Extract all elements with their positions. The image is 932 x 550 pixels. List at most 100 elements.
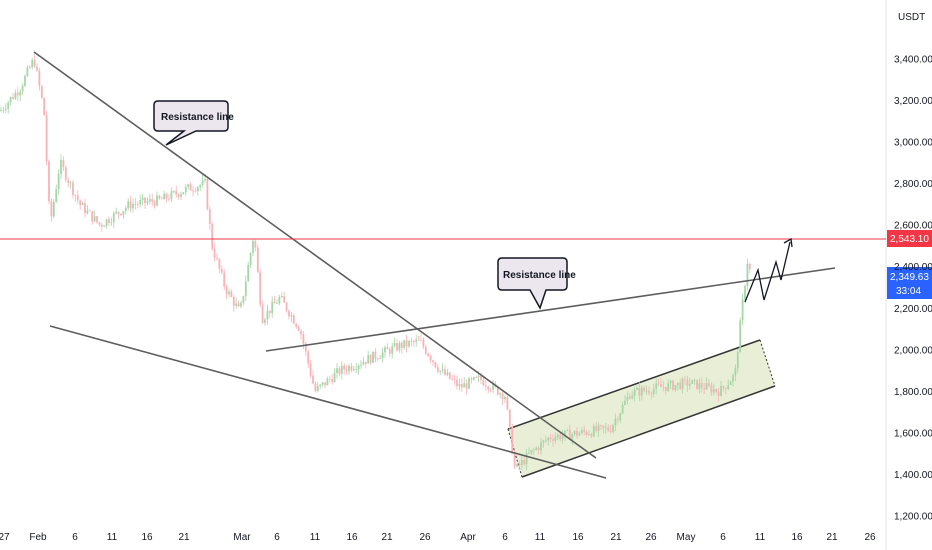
candle-body [2,109,5,111]
candle-body [393,343,396,347]
candle-body [14,92,17,99]
candle-body [465,383,468,389]
candle-body [698,382,701,390]
candle-body [638,388,641,396]
candle-body [710,385,713,393]
candle-body [439,370,442,372]
candle-body [720,386,722,397]
candle-body [324,382,326,386]
time-tick-label: 27 [0,532,10,543]
candle-body [189,184,192,191]
time-tick-label: 16 [791,532,803,543]
candle-body [681,379,684,390]
candle-body [148,199,151,202]
candle-body [477,375,480,378]
candle-body [283,296,286,303]
candle-body [199,185,202,188]
candle-body [705,383,708,390]
resistance-level-label: 2,543.10 [890,234,929,245]
candle-body [398,342,401,351]
candle-body [400,342,403,348]
candle-body [304,343,307,352]
candle-body [336,368,338,373]
countdown-label: 33:04 [896,286,921,297]
candle-body [240,302,242,307]
candle-body [196,187,199,192]
price-tick-label: 1,200.00 [894,512,932,523]
candle-body [316,386,319,392]
candle-body [693,379,696,381]
candle-body [381,352,384,359]
candle-body [12,97,14,99]
candle-body [667,383,670,391]
candle-body [271,301,274,314]
candle-body [640,387,643,396]
time-tick-label: May [677,532,696,543]
candle-body [144,197,146,203]
candle-body [163,193,166,200]
candle-body [352,369,355,371]
time-tick-label: 11 [310,532,321,543]
price-tick-label: 1,400.00 [894,470,932,481]
candle-body [403,340,406,348]
candle-body [475,377,478,378]
candle-body [110,222,113,224]
candle-body [684,379,686,380]
candle-body [688,383,691,386]
channel-upper-line [507,339,761,430]
candle-body [244,281,247,296]
candle-body [446,372,449,375]
candle-body [33,59,36,67]
price-tick-label: 2,800.00 [894,179,932,190]
candle-body [232,296,235,306]
candle-body [592,426,595,437]
candle-body [160,198,163,200]
candle-body [67,179,70,183]
time-tick-label: 11 [107,532,118,543]
candle-body [355,369,358,370]
candle-body [528,452,530,454]
candle-body [91,211,94,222]
candle-body [216,257,218,259]
candle-body [703,387,706,390]
candle-body [660,384,662,387]
candle-body [561,435,564,440]
candle-body [26,67,29,76]
candle-body [105,219,108,227]
candle-body [357,365,360,370]
candle-body [427,353,430,357]
price-tick-label: 3,400.00 [894,55,932,66]
candle-body [513,453,516,467]
candle-body [175,191,178,195]
candle-body [590,434,593,437]
candle-body [187,184,190,188]
resistance-level-tag [887,230,932,247]
candle-body [62,160,65,168]
candle-body [484,385,487,387]
candle-body [614,419,617,426]
candle-body [664,387,667,391]
candle-body [724,387,727,390]
candle-body [122,211,125,215]
current-price-label: 2,349.63 [890,272,929,283]
candle-body [453,379,456,381]
candle-body [276,303,278,305]
candle-body [268,310,271,314]
candle-body [468,378,470,389]
candle-body [364,361,367,364]
candle-body [84,202,86,214]
candle-body [631,395,634,399]
candle-body [100,224,103,227]
candle-body [535,447,538,450]
candle-body [415,339,418,343]
candle-body [544,440,547,442]
candle-body [328,378,331,380]
candle-body [691,380,694,384]
candle-body [456,379,458,387]
candle-body [302,334,305,344]
candle-body [141,197,144,201]
candle-body [108,219,110,224]
candle-body [153,201,156,206]
candle-body [273,301,276,304]
